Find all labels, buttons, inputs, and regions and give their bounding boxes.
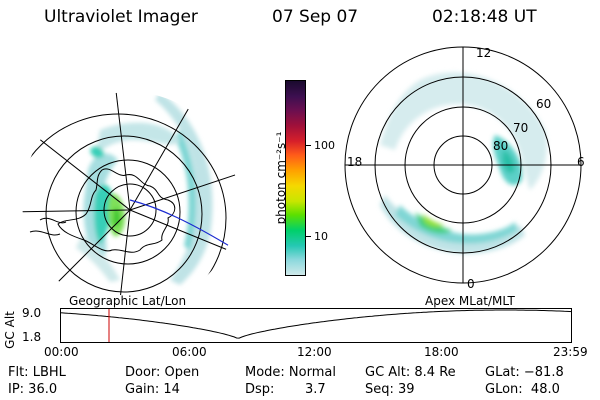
mlt-label-6: 6 <box>577 155 585 169</box>
satellite-track <box>129 199 237 251</box>
timeline-xtick-1800: 18:00 <box>424 345 459 359</box>
timeline-ylabel-wrap: GC Alt <box>0 310 20 350</box>
glon-status: GLon: 48.0 <box>485 382 560 397</box>
timeline-ylabel: GC Alt <box>3 311 17 349</box>
ip-status: IP: 36.0 <box>8 382 58 397</box>
timeline-ytick-top: 9.0 <box>22 306 42 320</box>
header-time: 02:18:48 UT <box>432 7 537 27</box>
mlt-label-12: 12 <box>476 46 492 60</box>
aurora-oval <box>380 72 547 254</box>
mlt-label-18: 18 <box>347 155 363 169</box>
timeline-xtick-1200: 12:00 <box>297 345 332 359</box>
mlt-label-0: 0 <box>467 277 475 291</box>
mlat-mlt-grid <box>344 46 582 284</box>
geographic-image <box>22 92 238 295</box>
gain-status: Gain: 14 <box>125 382 180 397</box>
mlat-label-70: 70 <box>513 121 529 135</box>
colorbar-tick-label-100: 100 <box>314 139 335 152</box>
app-title: Ultraviolet Imager <box>44 7 198 27</box>
seq-status: Seq: 39 <box>365 382 415 397</box>
dsp-label: Dsp: <box>245 382 275 397</box>
door-status: Door: Open <box>125 365 200 380</box>
mlat-label-60: 60 <box>536 97 552 111</box>
glat-status: GLat: −81.8 <box>485 365 564 380</box>
dsp-value: 3.7 <box>305 382 326 397</box>
altitude-timeline <box>60 308 572 343</box>
gc-alt-status: GC Alt: 8.4 Re <box>365 365 456 380</box>
altitude-trace <box>60 309 572 339</box>
flt-status: Flt: LBHL <box>8 365 66 380</box>
timeline-xtick-0600: 06:00 <box>172 345 207 359</box>
header-date: 07 Sep 07 <box>272 7 359 27</box>
timeline-xtick-2359: 23:59 <box>553 345 588 359</box>
colorbar-tick-10 <box>306 236 311 237</box>
mode-status: Mode: Normal <box>245 365 336 380</box>
timeline-frame <box>60 308 572 343</box>
colorbar <box>285 80 306 276</box>
lat-lon-grid <box>22 92 238 295</box>
right-panel-caption: Apex MLat/MLT <box>425 294 515 308</box>
left-panel-caption: Geographic Lat/Lon <box>69 294 187 308</box>
mlat-label-80: 80 <box>493 139 509 153</box>
colorbar-tick-label-10: 10 <box>314 230 328 243</box>
timeline-xtick-0000: 00:00 <box>44 345 79 359</box>
continent-outline <box>57 168 176 253</box>
magnetic-image <box>344 46 582 284</box>
timeline-ytick-bottom: 1.8 <box>22 330 42 344</box>
colorbar-tick-100 <box>306 145 311 146</box>
